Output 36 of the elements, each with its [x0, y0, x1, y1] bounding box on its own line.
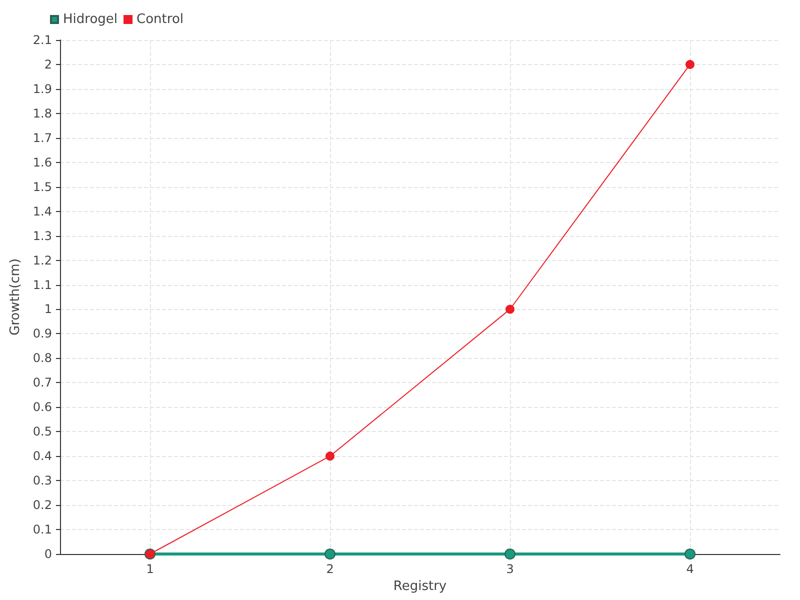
y-tick-label: 1.8: [32, 106, 52, 120]
point: [504, 548, 516, 560]
y-tick-label: 1: [44, 302, 52, 316]
y-axis-title: Growth(cm): [8, 258, 24, 336]
point: [324, 548, 336, 560]
y-tick-label: 0.9: [32, 326, 52, 341]
y-tick-label: 0.1: [32, 522, 52, 537]
legend-label: Control: [136, 12, 184, 27]
y-tick-label: 1.1: [32, 278, 52, 292]
y-tick-label: 0.7: [32, 376, 52, 390]
y-tick-label: 1.3: [32, 228, 52, 243]
point: [686, 60, 694, 69]
point: [326, 452, 334, 461]
y-tick-label: 0.5: [32, 424, 52, 439]
y-tick-label: 2.1: [32, 33, 52, 47]
x-tick-label: 4: [686, 562, 694, 576]
y-tick-label: 1.7: [32, 130, 52, 145]
x-tick-label: 2: [326, 562, 334, 576]
y-tick-label: 0.4: [32, 449, 52, 464]
y-tick-label: 1.2: [32, 253, 52, 268]
legend-label: Hidrogel: [63, 12, 118, 27]
point: [684, 548, 696, 560]
x-tick-label: 1: [146, 562, 154, 576]
y-tick-label: 1.9: [32, 82, 52, 96]
y-tick-label: 2: [44, 57, 52, 72]
y-tick-label: 1.4: [32, 204, 52, 218]
y-tick-label: 1.5: [32, 180, 52, 194]
y-tick-label: 0.8: [32, 351, 52, 366]
point: [506, 304, 514, 314]
y-tick-label: 0: [44, 547, 52, 561]
y-tick-label: 1.6: [32, 155, 52, 170]
y-tick-label: 0.6: [32, 400, 52, 414]
y-tick-label: 0.3: [32, 474, 52, 488]
x-tick-label: 3: [506, 562, 514, 576]
x-axis-title: Registry: [393, 578, 447, 594]
y-tick-label: 0.2: [32, 498, 52, 512]
